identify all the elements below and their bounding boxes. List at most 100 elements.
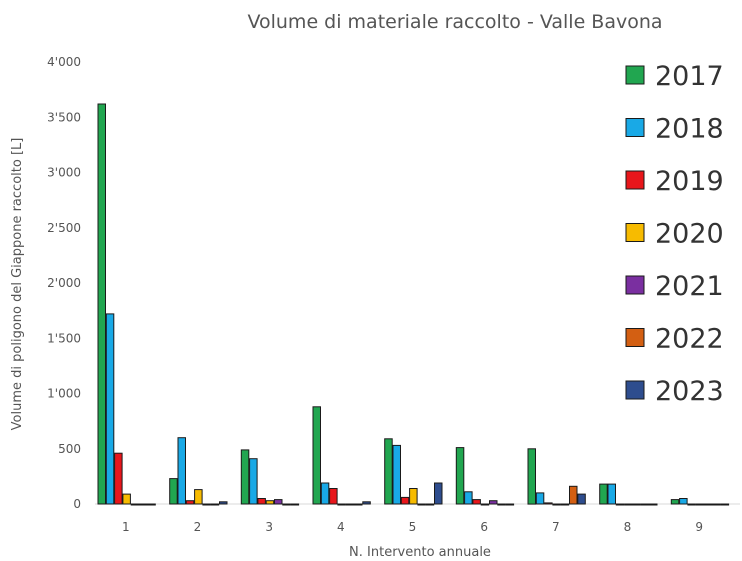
legend-label-2022: 2022	[655, 324, 724, 355]
bar-2019-8	[615, 503, 625, 506]
bar-2019-5	[400, 496, 410, 505]
bar-2023-4	[362, 501, 371, 505]
legend-swatch-2021	[625, 275, 645, 295]
x-axis-title: N. Intervento annuale	[349, 545, 491, 560]
bar-2020-5	[409, 488, 418, 505]
bar-2020-2	[194, 489, 203, 505]
bar-2021-3	[274, 499, 283, 505]
bar-2021-2	[202, 503, 211, 506]
bar-2019-6	[472, 499, 481, 505]
y-tick-label: 3'500	[47, 110, 81, 124]
bar-2018-6	[464, 491, 473, 505]
bar-2020-9	[695, 503, 705, 506]
bar-2022-1	[139, 503, 148, 506]
x-tick-label: 6	[480, 520, 488, 534]
bar-2021-1	[130, 503, 140, 506]
bar-2022-5	[425, 503, 435, 506]
legend-swatch-2017	[625, 65, 645, 85]
bar-2020-8	[624, 503, 633, 506]
bar-2019-7	[544, 502, 553, 505]
bar-2018-2	[177, 437, 186, 505]
bar-2019-9	[687, 503, 696, 506]
bar-2017-3	[240, 449, 250, 505]
bar-2018-5	[392, 444, 401, 505]
bar-2021-6	[489, 500, 498, 505]
y-tick-label: 1'500	[47, 331, 81, 345]
bar-2020-6	[480, 503, 490, 506]
bar-2018-3	[249, 458, 258, 505]
bar-2021-5	[417, 503, 426, 506]
bar-2017-6	[455, 447, 465, 505]
bar-2022-4	[354, 503, 363, 506]
x-tick-label: 9	[695, 520, 703, 534]
x-tick-label: 1	[122, 520, 130, 534]
legend-label-2023: 2023	[655, 376, 724, 407]
bar-2023-3	[290, 503, 300, 506]
bar-2023-2	[219, 501, 228, 505]
bar-2021-7	[560, 503, 570, 506]
bar-2017-8	[599, 483, 608, 505]
bar-2023-1	[147, 503, 156, 506]
bar-2018-4	[320, 482, 330, 505]
bar-2018-9	[679, 498, 688, 505]
y-tick-label: 500	[58, 442, 81, 456]
bar-2022-7	[569, 485, 578, 505]
bar-2023-8	[649, 503, 658, 506]
legend-swatch-2018	[625, 118, 645, 137]
legend-label-2017: 2017	[655, 61, 724, 92]
bar-2023-9	[720, 503, 730, 506]
bar-2018-1	[105, 313, 115, 505]
legend-label-2019: 2019	[655, 166, 724, 197]
y-tick-label: 2'000	[47, 276, 81, 290]
x-tick-label: 3	[265, 520, 273, 534]
x-tick-label: 5	[409, 520, 417, 534]
bar-2017-2	[169, 478, 178, 505]
bar-2019-1	[114, 452, 123, 505]
legend-swatch-2023	[625, 380, 645, 400]
y-tick-label: 2'500	[47, 221, 81, 235]
bar-2017-1	[97, 103, 106, 505]
bar-2017-5	[384, 438, 393, 505]
x-tick-label: 4	[337, 520, 345, 534]
bar-2022-6	[497, 503, 506, 506]
bar-2020-3	[265, 500, 275, 505]
bar-2020-1	[122, 493, 131, 505]
bar-2022-8	[640, 503, 650, 506]
bar-2020-7	[552, 503, 561, 506]
legend-swatch-2019	[625, 170, 645, 190]
legend: 2017 2018 2019 2020 2021 2022 2023	[625, 61, 724, 407]
bar-2018-7	[535, 492, 545, 505]
bar-2019-2	[185, 500, 195, 505]
bar-2021-9	[704, 503, 713, 506]
bar-2021-4	[345, 503, 355, 506]
bar-2017-4	[312, 406, 321, 505]
bar-2018-8	[607, 483, 616, 505]
bar-2019-3	[257, 498, 266, 505]
bar-2020-4	[337, 503, 346, 506]
bar-2022-3	[282, 503, 291, 506]
bar-2023-5	[434, 482, 443, 505]
x-tick-label: 8	[624, 520, 632, 534]
bar-2019-4	[329, 488, 338, 505]
x-tick-label: 2	[194, 520, 202, 534]
bar-2017-7	[527, 448, 536, 505]
y-tick-label: 4'000	[47, 55, 81, 69]
y-axis-title: Volume di poligono del Giappone raccolto…	[10, 138, 25, 431]
legend-swatch-2022	[625, 328, 645, 347]
legend-label-2018: 2018	[655, 114, 724, 145]
bar-2023-6	[505, 503, 515, 506]
x-tick-label: 7	[552, 520, 560, 534]
y-tick-label: 0	[73, 497, 81, 511]
bar-2022-9	[712, 503, 721, 506]
chart-title: Volume di materiale raccolto - Valle Bav…	[247, 11, 662, 33]
legend-label-2020: 2020	[655, 219, 724, 250]
bar-2021-8	[632, 503, 641, 506]
bar-2022-2	[210, 503, 220, 506]
legend-swatch-2020	[625, 223, 645, 242]
legend-label-2021: 2021	[655, 271, 724, 302]
y-tick-label: 3'000	[47, 166, 81, 180]
bar-2023-7	[577, 493, 586, 505]
bar-2017-9	[670, 499, 680, 505]
y-tick-label: 1'000	[47, 387, 81, 401]
